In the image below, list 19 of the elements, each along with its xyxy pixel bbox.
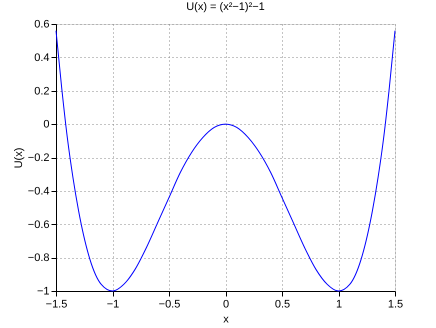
x-axis-title: x (223, 314, 230, 326)
y-tick-label: −0.6 (28, 218, 50, 231)
x-tick-label: 0 (222, 298, 230, 310)
x-tick-label: 0.5 (274, 298, 290, 310)
y-tick-label: −1 (36, 286, 50, 298)
y-tick-label: −0.4 (28, 185, 50, 198)
x-tick-label: −1 (106, 298, 120, 310)
y-axis-title: U(x) (12, 148, 25, 168)
y-tick-label: 0 (43, 118, 50, 131)
x-tick-label: −0.5 (158, 298, 180, 310)
y-tick-label: 0.2 (34, 85, 50, 98)
y-tick-label: 0.6 (34, 18, 50, 30)
x-tick-label: 1.5 (388, 298, 404, 310)
chart-title: U(x) = (x²−1)²−1 (186, 1, 265, 13)
x-tick-label: −1.5 (46, 298, 68, 310)
y-tick-label: −0.2 (28, 152, 50, 164)
y-tick-label: −0.8 (28, 252, 50, 264)
y-tick-label: 0.4 (34, 52, 50, 64)
x-tick-label: 1 (336, 298, 342, 310)
